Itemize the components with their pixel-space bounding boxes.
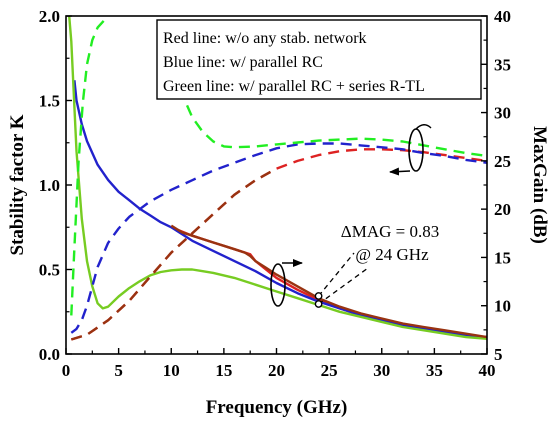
x-tick-label: 20 xyxy=(268,361,285,380)
x-tick-label: 40 xyxy=(479,361,496,380)
delta-mag-annotation: ΔMAG = 0.83 @ 24 GHz xyxy=(341,222,439,264)
y-right-tick-label: 10 xyxy=(494,297,511,316)
y-left-tick-label: 0.0 xyxy=(39,345,60,364)
marker-layer xyxy=(270,124,432,308)
brown-dashed-maxgain-line-6 xyxy=(70,167,278,341)
x-tick-label: 35 xyxy=(426,361,443,380)
legend-entry-red: Red line: w/o any stab. network xyxy=(163,30,367,47)
x-tick-label: 30 xyxy=(373,361,390,380)
x-tick-label: 15 xyxy=(215,361,232,380)
maxgain-ellipse-marker xyxy=(408,128,424,172)
legend-entry-green: Green line: w/ parallel RC + series R-TL xyxy=(163,78,425,95)
x-tick-label: 10 xyxy=(163,361,180,380)
y-left-axis-title: Stability factor K xyxy=(7,114,28,255)
y-right-tick-label: 25 xyxy=(494,152,511,171)
x-tick-label: 5 xyxy=(114,361,123,380)
delta-mag-frequency-label: @ 24 GHz xyxy=(355,245,429,264)
y-right-tick-label: 15 xyxy=(494,248,511,267)
legend: Red line: w/o any stab. network Blue lin… xyxy=(156,19,482,100)
x-axis-title: Frequency (GHz) xyxy=(206,397,348,418)
maxgain-ellipse-hook xyxy=(415,124,432,130)
x-tick-label: 0 xyxy=(62,361,71,380)
legend-box xyxy=(156,19,482,100)
green-solid-k-line-2 xyxy=(68,16,487,340)
maxgain-arrow xyxy=(389,167,411,176)
delta-mag-point-lower xyxy=(314,300,323,308)
x-tick-label: 25 xyxy=(321,361,338,380)
y-right-tick-label: 30 xyxy=(494,104,511,123)
y-right-axis-title: MaxGain (dB) xyxy=(529,126,550,244)
y-left-tick-label: 1.5 xyxy=(39,92,60,111)
blue-solid-k-line-1 xyxy=(73,80,487,339)
y-right-tick-label: 5 xyxy=(494,345,503,364)
ticks-layer: 0 5 10 15 20 25 30 35 40 0.0 0.5 1.0 1.5 2.0 5 10 15 20 25… xyxy=(39,7,511,380)
series-layer xyxy=(68,16,487,341)
y-right-tick-label: 20 xyxy=(494,200,511,219)
stability-ellipse-marker xyxy=(270,263,286,307)
y-left-tick-label: 1.0 xyxy=(39,176,60,195)
blue-dashed-maxgain-line-4 xyxy=(70,142,487,334)
delta-mag-point-upper xyxy=(314,292,323,300)
brown-solid-k-line-7 xyxy=(170,224,487,339)
green-dashed-maxgain-line-5 xyxy=(70,16,487,316)
delta-mag-leader-lower xyxy=(318,267,369,305)
y-right-tick-label: 40 xyxy=(494,7,511,26)
delta-mag-label: ΔMAG = 0.83 xyxy=(341,222,439,241)
delta-mag-leader-upper xyxy=(318,252,355,297)
legend-entry-blue: Blue line: w/ parallel RC xyxy=(163,54,323,71)
y-left-tick-label: 2.0 xyxy=(39,7,60,26)
y-right-tick-label: 35 xyxy=(494,55,511,74)
y-left-tick-label: 0.5 xyxy=(39,261,60,280)
